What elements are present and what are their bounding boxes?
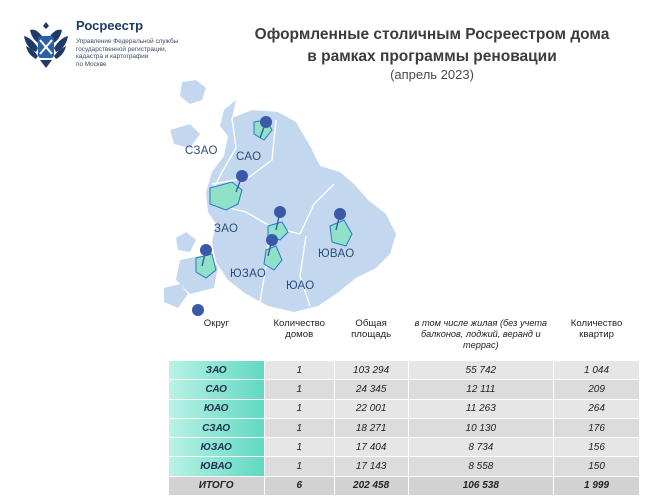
column-header-living: в том числе жилая (без учета балконов, л…	[407, 316, 555, 361]
cell-flats: 264	[553, 399, 640, 419]
cell-flats: 150	[553, 456, 640, 477]
brand-name: Росреестр	[76, 18, 144, 33]
cell-total-living: 106 538	[408, 476, 555, 497]
table-row: СЗАО 1 18 271 10 130 176	[168, 418, 640, 439]
cell-houses: 1	[264, 456, 335, 477]
pin-icon	[334, 208, 346, 231]
column-header-district: Округ	[168, 316, 265, 361]
map-pins	[192, 116, 346, 323]
cell-living: 8 734	[408, 437, 555, 458]
table-row: ЮАО 1 22 001 11 263 264	[168, 399, 640, 419]
cell-district: ЗАО	[168, 360, 265, 381]
moscow-city-shape	[206, 100, 396, 312]
cell-living: 10 130	[408, 418, 555, 439]
district-borders	[211, 117, 335, 307]
brand-subtitle-line: кадастра и картографии	[76, 53, 149, 61]
west-outer-shape	[176, 232, 196, 252]
pin-icon	[200, 244, 212, 267]
cell-flats: 1 044	[553, 360, 640, 381]
cell-area: 103 294	[334, 360, 409, 381]
page-title: Оформленные столичным Росреестром дома в…	[228, 24, 636, 68]
label-yuao: ЮАО	[286, 280, 315, 292]
label-yuvao: ЮВАО	[318, 248, 355, 260]
cell-district: СЗАО	[168, 418, 265, 439]
cell-houses: 1	[264, 437, 335, 458]
eagle-emblem-icon	[24, 22, 68, 68]
title-line: Оформленные столичным Росреестром дома	[254, 26, 610, 43]
cell-houses: 1	[264, 399, 335, 419]
northwest-outer-shape	[170, 124, 200, 148]
cell-living: 8 558	[408, 456, 555, 477]
renovation-table: Округ Количество домов Общая площадь в т…	[168, 316, 640, 497]
cell-district: ЮВАО	[168, 456, 265, 477]
page-subtitle: (апрель 2023)	[390, 67, 474, 82]
column-header-area: Общая площадь	[333, 316, 409, 361]
table-row: ЮВАО 1 17 143 8 558 150	[168, 456, 640, 477]
cell-district: ЮЗАО	[168, 437, 265, 458]
rosreestr-logo: Росреестр Управление Федеральной службы …	[20, 16, 220, 76]
cell-area: 17 404	[334, 437, 409, 458]
cell-area: 24 345	[334, 379, 409, 400]
cell-district: САО	[168, 379, 265, 400]
pin-icon	[259, 116, 272, 139]
table-row: ЮЗАО 1 17 404 8 734 156	[168, 437, 640, 458]
pin-icon	[266, 234, 278, 257]
label-sao: САО	[236, 151, 262, 163]
column-header-flats: Количество квартир	[553, 316, 640, 361]
cell-total-houses: 6	[264, 476, 335, 497]
zelenograd-shape	[180, 80, 206, 104]
brand-subtitle-line: по Москве	[76, 60, 107, 68]
cell-houses: 1	[264, 379, 335, 400]
label-szao: СЗАО	[185, 145, 218, 157]
pin-icon	[274, 206, 286, 231]
yuvao-highlight	[329, 219, 353, 247]
cell-total-area: 202 458	[334, 476, 409, 497]
column-header-houses: Количество домов	[263, 316, 335, 361]
brand-subtitle-line: Управление Федеральной службы	[76, 38, 179, 45]
cell-flats: 209	[553, 379, 640, 400]
cell-living: 12 111	[408, 379, 555, 400]
cell-flats: 176	[553, 418, 640, 439]
label-yuzao: ЮЗАО	[230, 268, 267, 280]
table-total-row: ИТОГО 6 202 458 106 538 1 999	[168, 476, 640, 497]
cell-total-label: ИТОГО	[168, 476, 265, 497]
cell-living: 11 263	[408, 399, 555, 419]
south-outer-shape-1	[164, 284, 188, 308]
cell-living: 55 742	[408, 360, 555, 381]
table-row: САО 1 24 345 12 111 209	[168, 379, 640, 400]
cell-houses: 1	[264, 360, 335, 381]
zao-highlight	[209, 181, 243, 211]
cell-district: ЮАО	[168, 399, 265, 419]
moscow-map	[164, 80, 396, 323]
brand-subtitle: Управление Федеральной службы государств…	[76, 38, 216, 68]
title-line: в рамках программы реновации	[307, 48, 557, 65]
brand-subtitle-line: государственной регистрации,	[76, 45, 167, 53]
cell-total-flats: 1 999	[553, 476, 640, 497]
cell-flats: 156	[553, 437, 640, 458]
label-zao: ЗАО	[214, 223, 239, 235]
cell-area: 22 001	[334, 399, 409, 419]
pin-icon	[235, 170, 248, 193]
data-table: Округ Количество домов Общая площадь в т…	[168, 316, 640, 497]
table-header-row: Округ Количество домов Общая площадь в т…	[168, 316, 640, 361]
cell-area: 18 271	[334, 418, 409, 439]
cell-area: 17 143	[334, 456, 409, 477]
table-row: ЗАО 1 103 294 55 742 1 044	[168, 360, 640, 381]
cell-houses: 1	[264, 418, 335, 439]
